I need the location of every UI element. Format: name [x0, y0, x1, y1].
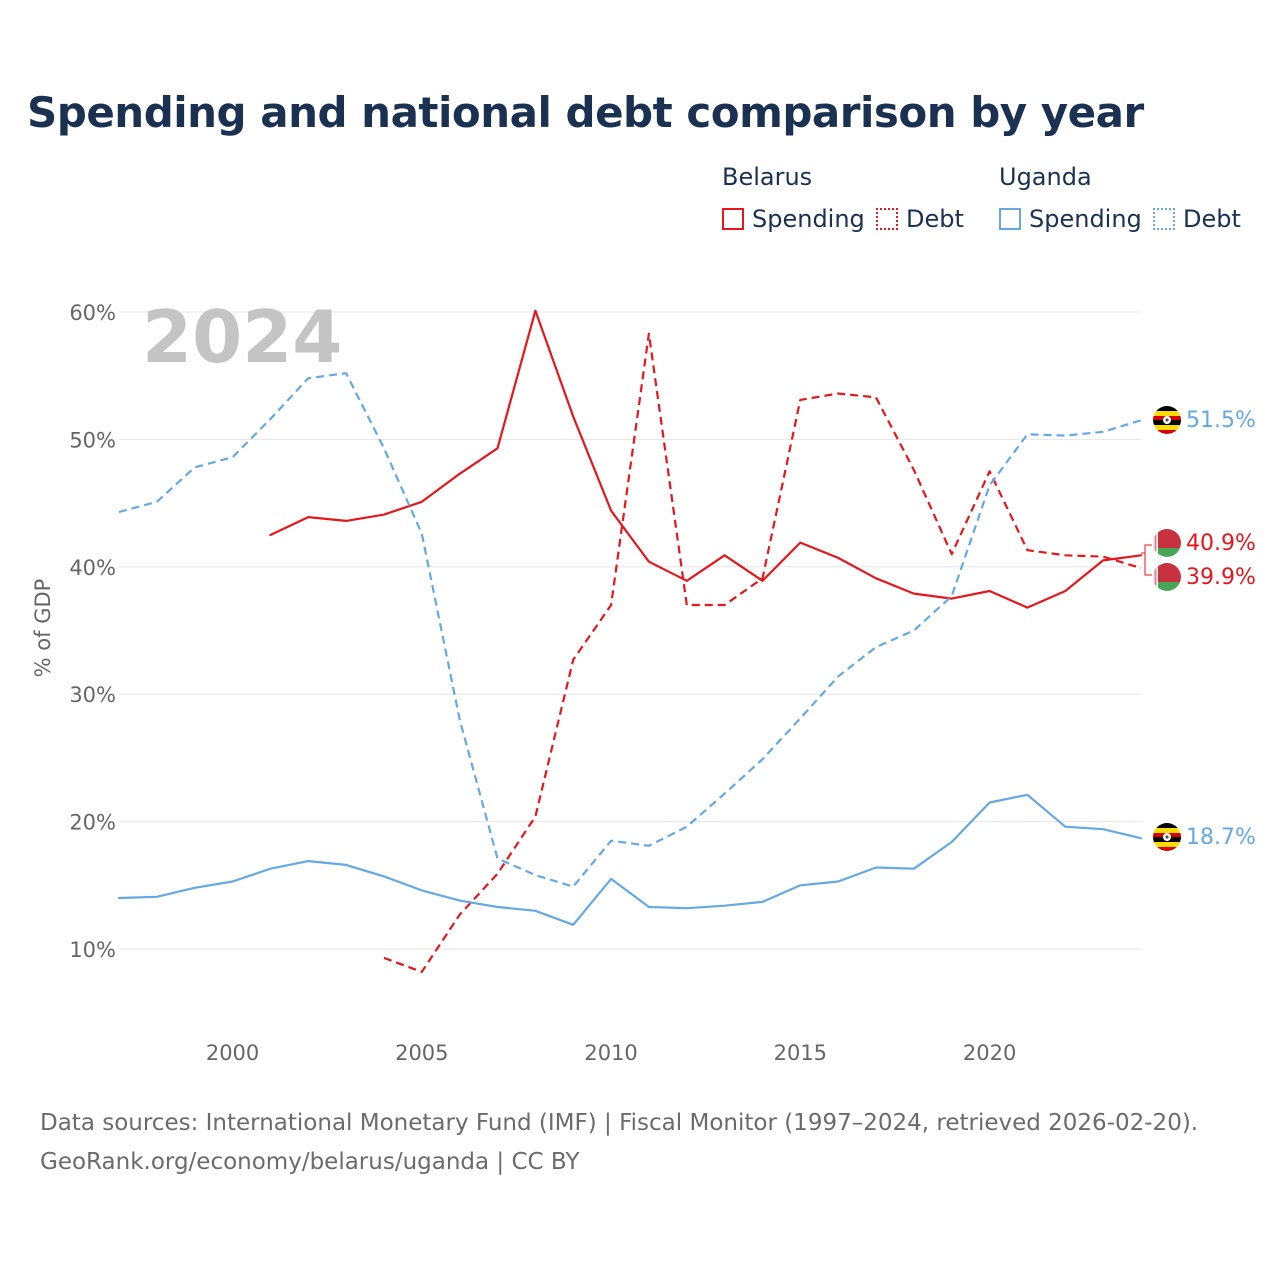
- source-note: Data sources: International Monetary Fun…: [40, 1104, 1198, 1182]
- legend-item-belarus-debt[interactable]: Debt: [876, 204, 964, 234]
- y-tick-label: 50%: [69, 428, 116, 452]
- series-lines: [117, 309, 1143, 974]
- legend-label: Debt: [906, 205, 964, 233]
- y-tick-label: 10%: [69, 938, 116, 962]
- end-label-belarus-debt: 39.9%: [1186, 565, 1256, 590]
- legend-label: Debt: [1183, 205, 1241, 233]
- y-tick-label: 20%: [69, 811, 116, 835]
- y-tick-label: 60%: [69, 301, 116, 325]
- end-label-belarus-spending: 40.9%: [1186, 531, 1256, 556]
- end-connectors: [1141, 544, 1152, 576]
- uganda-flag-icon: [1153, 406, 1181, 434]
- chart-title: Spending and national debt comparison by…: [27, 88, 1144, 137]
- end-label-uganda-debt: 51.5%: [1186, 408, 1256, 433]
- source-line-1: Data sources: International Monetary Fun…: [40, 1110, 1199, 1136]
- legend-swatch-dotted-red: [876, 208, 898, 230]
- series-line-uganda-debt: [118, 372, 1142, 888]
- series-line-uganda-spending: [117, 793, 1143, 926]
- legend-swatch-solid-red: [722, 208, 744, 230]
- legend-group-title-belarus: Belarus: [722, 163, 813, 191]
- x-tick-label: 2010: [584, 1041, 637, 1065]
- x-tick-label: 2020: [963, 1041, 1016, 1065]
- x-axis-ticks: 2000 2005 2010 2015 2020: [206, 1041, 1016, 1065]
- end-label-uganda-spending: 18.7%: [1186, 825, 1256, 850]
- legend-item-uganda-spending[interactable]: Spending: [999, 204, 1142, 234]
- x-tick-label: 2000: [206, 1041, 259, 1065]
- y-tick-label: 40%: [69, 556, 116, 580]
- uganda-flag-icon: [1153, 823, 1181, 851]
- belarus-flag-icon: [1153, 529, 1181, 557]
- year-watermark: 2024: [142, 295, 342, 379]
- belarus-flag-icon: [1153, 563, 1181, 591]
- y-axis-ticks: 10% 20% 30% 40% 50% 60%: [69, 301, 116, 962]
- legend-swatch-solid-blue: [999, 208, 1021, 230]
- series-line-belarus-spending: [269, 309, 1143, 609]
- source-line-2: GeoRank.org/economy/belarus/uganda | CC …: [40, 1149, 580, 1175]
- legend-swatch-dotted-blue: [1153, 208, 1175, 230]
- legend-item-uganda-debt[interactable]: Debt: [1153, 204, 1241, 234]
- x-tick-label: 2015: [774, 1041, 827, 1065]
- y-tick-label: 30%: [69, 683, 116, 707]
- legend-group-title-uganda: Uganda: [999, 163, 1092, 191]
- legend-label: Spending: [1029, 205, 1142, 233]
- series-line-belarus-debt: [383, 332, 1142, 974]
- y-axis-label: % of GDP: [31, 579, 55, 678]
- legend-item-belarus-spending[interactable]: Spending: [722, 204, 865, 234]
- gridlines: [119, 311, 1141, 950]
- legend-label: Spending: [752, 205, 865, 233]
- end-value-labels: 51.5% 40.9% 39.9% 18.7%: [1186, 408, 1256, 850]
- x-tick-label: 2005: [395, 1041, 448, 1065]
